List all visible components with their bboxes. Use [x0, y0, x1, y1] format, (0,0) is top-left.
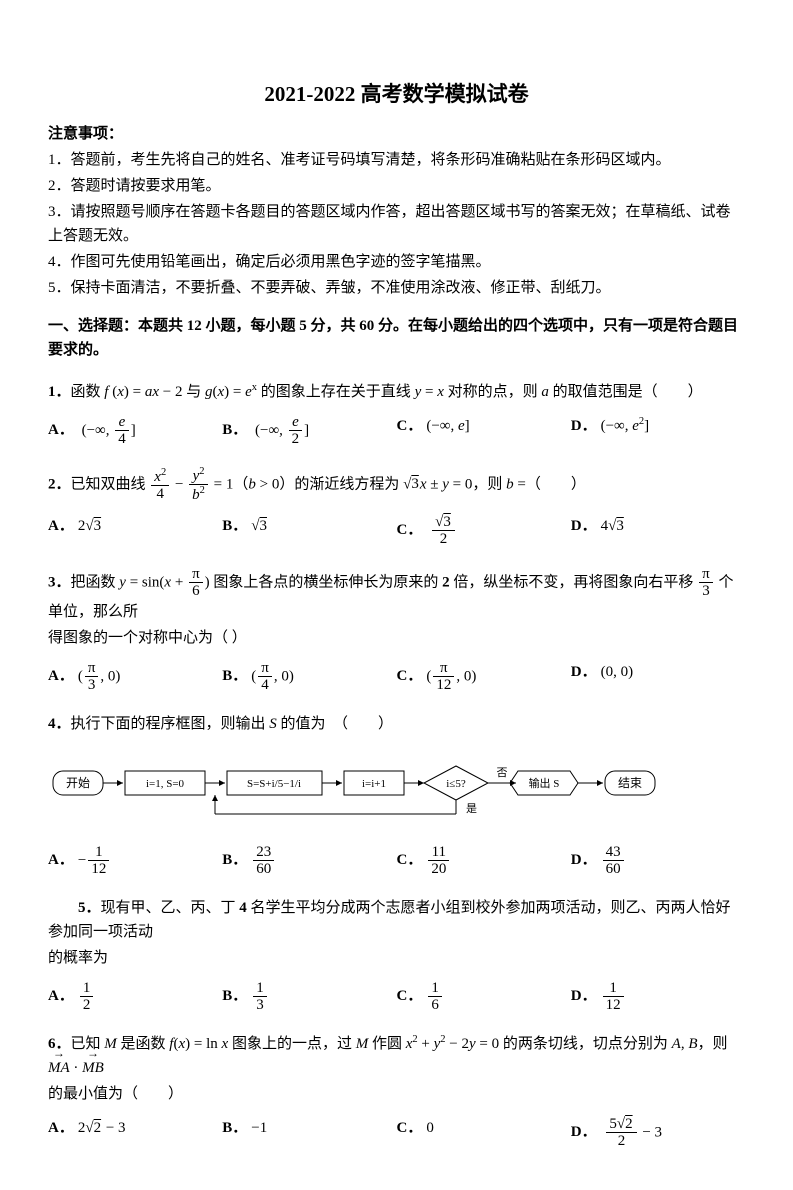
q3-D: D．(0, 0)	[571, 660, 745, 694]
q3-A: A．(π3, 0)	[48, 660, 222, 694]
q3-B: B．(π4, 0)	[222, 660, 396, 694]
q4-options: A．−112 B．2360 C．1120 D．4360	[48, 844, 745, 878]
section-1-header: 一、选择题：本题共 12 小题，每小题 5 分，共 60 分。在每小题给出的四个…	[48, 314, 745, 362]
flow-out: 输出 S	[529, 776, 560, 790]
flow-cond: i≤5?	[446, 778, 466, 790]
q1-D: D．(−∞, e2]	[571, 414, 745, 448]
q1-C: C．(−∞, e]	[397, 414, 571, 448]
q3-text: 3．把函数 y = sin(x + π6) 图象上各点的横坐标伸长为原来的 2 …	[48, 566, 745, 624]
flowchart-svg: 开始 i=1, S=0 S=S+i/5−1/i i=i+1 i≤5? 否 输出 …	[48, 746, 688, 826]
q2-C: C． √32	[397, 514, 571, 548]
q6-C: C．0	[397, 1116, 571, 1150]
q5-text-2: 的概率为	[48, 946, 745, 970]
q5-text: 5．现有甲、乙、丙、丁 4 名学生平均分成两个志愿者小组到校外参加两项活动，则乙…	[48, 896, 745, 944]
q4-D: D．4360	[571, 844, 745, 878]
note-2: 2．答题时请按要求用笔。	[48, 174, 745, 198]
q6-D: D． 5√22 − 3	[571, 1116, 745, 1150]
q2-A: A．2√3	[48, 514, 222, 548]
q6-text: 6．已知 M 是函数 f(x) = ln x 图象上的一点，过 M 作圆 x2 …	[48, 1032, 745, 1080]
note-1: 1．答题前，考生先将自己的姓名、准考证号码填写清楚，将条形码准确粘贴在条形码区域…	[48, 148, 745, 172]
note-4: 4．作图可先使用铅笔画出，确定后必须用黑色字迹的签字笔描黑。	[48, 250, 745, 274]
q4-C: C．1120	[397, 844, 571, 878]
q4-text: 4．执行下面的程序框图，则输出 S 的值为 （）	[48, 712, 745, 736]
q6-A: A．2√2 − 3	[48, 1116, 222, 1150]
flow-end: 结束	[618, 776, 642, 790]
q1-A: A． (−∞, e4]	[48, 414, 222, 448]
q6-B: B．−1	[222, 1116, 396, 1150]
q3-C: C．(π12, 0)	[397, 660, 571, 694]
page-title: 2021-2022 高考数学模拟试卷	[48, 78, 745, 112]
exam-page: 2021-2022 高考数学模拟试卷 注意事项： 1．答题前，考生先将自己的姓名…	[0, 0, 793, 1190]
q5-D: D．112	[571, 980, 745, 1014]
note-5: 5．保持卡面清洁，不要折叠、不要弄破、弄皱，不准使用涂改液、修正带、刮纸刀。	[48, 276, 745, 300]
note-3: 3．请按照题号顺序在答题卡各题目的答题区域内作答，超出答题区域书写的答案无效；在…	[48, 200, 745, 248]
q4-B: B．2360	[222, 844, 396, 878]
q2-text: 2．已知双曲线 x24 − y2b2 = 1（b > 0）的渐近线方程为 √3x…	[48, 466, 745, 504]
flow-no: 否	[497, 767, 508, 779]
notes-header: 注意事项：	[48, 122, 745, 146]
q5-C: C．16	[397, 980, 571, 1014]
flow-init: i=1, S=0	[146, 778, 185, 790]
q1-text: 1．函数 f (x) = ax − 2 与 g(x) = ex 的图象上存在关于…	[48, 380, 745, 404]
q6-text-2: 的最小值为（）	[48, 1082, 745, 1106]
q2-B: B．√3	[222, 514, 396, 548]
flow-yes: 是	[466, 802, 477, 815]
flow-step: S=S+i/5−1/i	[247, 778, 301, 790]
q2-options: A．2√3 B．√3 C． √32 D．4√3	[48, 514, 745, 548]
q1-options: A． (−∞, e4] B． (−∞, e2] C．(−∞, e] D．(−∞,…	[48, 414, 745, 448]
q3-options: A．(π3, 0) B．(π4, 0) C．(π12, 0) D．(0, 0)	[48, 660, 745, 694]
q5-A: A．12	[48, 980, 222, 1014]
q5-B: B．13	[222, 980, 396, 1014]
q1-B: B． (−∞, e2]	[222, 414, 396, 448]
q5-options: A．12 B．13 C．16 D．112	[48, 980, 745, 1014]
q6-options: A．2√2 − 3 B．−1 C．0 D． 5√22 − 3	[48, 1116, 745, 1150]
q2-D: D．4√3	[571, 514, 745, 548]
flow-inc: i=i+1	[362, 778, 386, 790]
flow-start: 开始	[66, 776, 90, 790]
q4-A: A．−112	[48, 844, 222, 878]
q4-flowchart: 开始 i=1, S=0 S=S+i/5−1/i i=i+1 i≤5? 否 输出 …	[48, 746, 745, 834]
q3-text-2: 得图象的一个对称中心为（ ）	[48, 626, 745, 650]
